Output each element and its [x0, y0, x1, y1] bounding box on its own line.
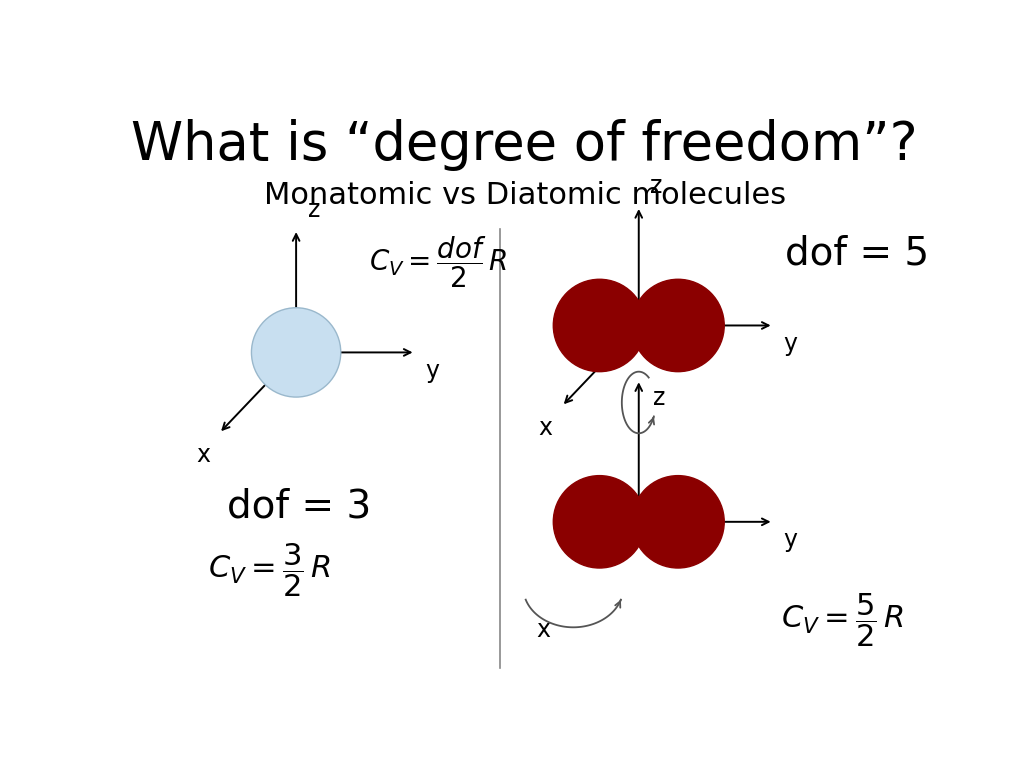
- Text: Monatomic vs Diatomic molecules: Monatomic vs Diatomic molecules: [264, 180, 785, 210]
- Text: y: y: [425, 359, 439, 382]
- Text: x: x: [196, 443, 210, 467]
- Text: What is “degree of freedom”?: What is “degree of freedom”?: [131, 119, 919, 171]
- Text: x: x: [539, 416, 553, 440]
- Text: z: z: [652, 386, 665, 410]
- Ellipse shape: [632, 475, 724, 568]
- Text: $C_V = \dfrac{dof}{2}\, R$: $C_V = \dfrac{dof}{2}\, R$: [370, 234, 508, 290]
- Text: $C_V = \dfrac{3}{2}\, R$: $C_V = \dfrac{3}{2}\, R$: [208, 541, 330, 598]
- Text: x: x: [537, 618, 550, 642]
- Text: dof = 5: dof = 5: [785, 234, 929, 273]
- Text: z: z: [308, 197, 321, 221]
- Text: y: y: [783, 528, 798, 552]
- Text: y: y: [783, 332, 798, 356]
- Text: dof = 3: dof = 3: [226, 487, 371, 525]
- Ellipse shape: [553, 280, 646, 372]
- Ellipse shape: [252, 308, 341, 397]
- Ellipse shape: [632, 280, 724, 372]
- Ellipse shape: [553, 475, 646, 568]
- Text: z: z: [650, 174, 663, 198]
- Text: $C_V = \dfrac{5}{2}\, R$: $C_V = \dfrac{5}{2}\, R$: [781, 591, 904, 649]
